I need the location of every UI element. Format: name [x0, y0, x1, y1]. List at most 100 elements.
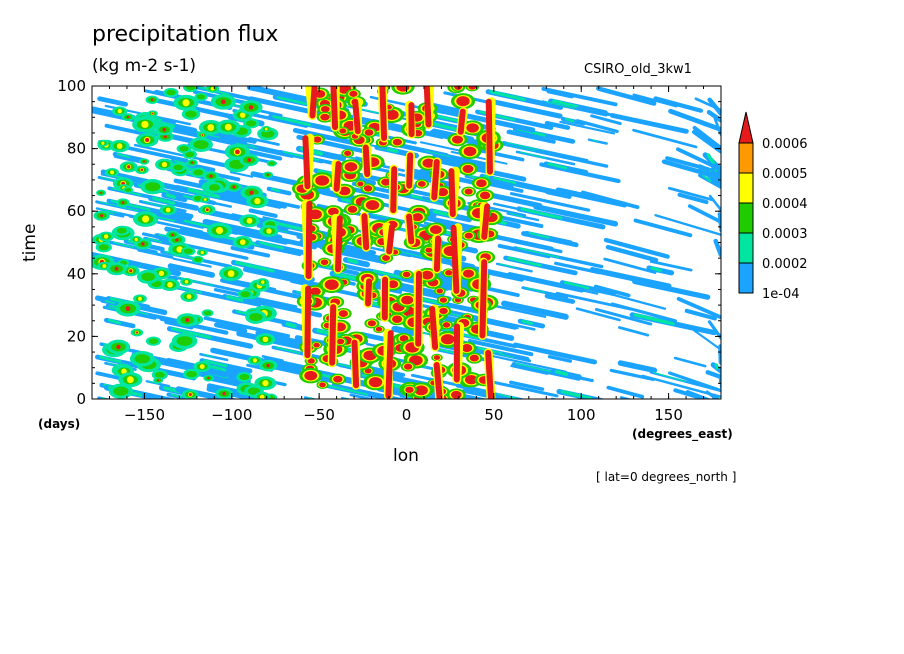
convective-cell-core — [382, 255, 391, 262]
convective-column — [481, 203, 491, 240]
convective-cell-core — [402, 271, 411, 278]
precip-cell-max — [266, 173, 269, 176]
precip-streak — [547, 354, 573, 363]
precip-streak-inner — [493, 176, 517, 185]
precip-streak-inner — [499, 263, 515, 269]
precip-streak — [164, 117, 191, 126]
x-tick-label: −50 — [303, 406, 335, 424]
precip-cell-max — [175, 238, 179, 242]
precip-streak-inner — [235, 260, 275, 273]
precip-cell-max — [222, 392, 226, 396]
precip-streak-inner — [162, 385, 180, 394]
convective-cell-core — [399, 335, 409, 342]
precip-cell-max — [157, 379, 160, 382]
precip-cell-core — [194, 257, 202, 262]
precip-cell-core — [196, 94, 206, 100]
precip-streak — [649, 260, 693, 272]
convective-cell-core — [468, 86, 476, 90]
precip-cell-peak — [167, 281, 173, 288]
convective-column — [457, 108, 466, 135]
east-precip-streak — [618, 326, 650, 337]
convective-column — [485, 98, 493, 175]
convective-cell-core — [338, 310, 348, 318]
precip-cell-max — [171, 233, 174, 237]
convective-cell-core — [436, 288, 443, 294]
convective-cell-core — [454, 86, 462, 90]
convective-cell-core — [433, 355, 441, 360]
convective-cell-core — [437, 188, 449, 197]
convective-cell-core — [344, 162, 358, 172]
convective-cell-core — [414, 385, 428, 396]
convective-cell-core — [425, 247, 433, 253]
colorbar: 1e-04 0.0002 0.0003 0.0004 0.0005 0.0006 — [738, 111, 808, 302]
colorbar-band — [738, 232, 754, 264]
convective-cell-core — [451, 390, 462, 399]
convective-cell-core — [309, 287, 321, 296]
convective-cell-core — [368, 377, 383, 388]
precip-streak-inner — [341, 197, 352, 203]
precip-cell-max — [143, 160, 146, 163]
precip-cell-core — [240, 291, 251, 298]
convective-cell-core — [464, 232, 473, 239]
convective-cell-core — [375, 326, 383, 332]
precip-cell-max — [249, 190, 254, 195]
precip-cell-core — [173, 164, 183, 171]
precip-streak-inner — [554, 369, 569, 377]
precip-cell-peak — [264, 127, 268, 131]
convective-column — [362, 144, 371, 178]
precip-cell-peak — [200, 250, 204, 255]
precip-cell-max — [232, 185, 236, 189]
colorbar-label: 0.0006 — [762, 137, 808, 152]
chart-title: precipitation flux — [92, 22, 279, 47]
convective-cell-core — [381, 178, 391, 186]
precip-streak — [559, 120, 616, 135]
precip-streak-inner — [183, 219, 211, 229]
precip-streak-inner — [270, 187, 281, 193]
convective-cell-core — [338, 186, 351, 196]
convective-column — [304, 285, 312, 359]
precip-streak-inner — [519, 151, 547, 159]
precip-streak — [534, 149, 609, 168]
convective-cell-core — [479, 191, 491, 200]
convective-cell-core — [440, 334, 455, 345]
precip-streak-inner — [498, 353, 514, 358]
precip-cell-core — [98, 244, 109, 251]
east-precip-streak — [673, 321, 721, 336]
convective-cell-core — [392, 315, 403, 323]
y-tick-label: 100 — [57, 77, 86, 95]
convective-column — [433, 235, 442, 273]
east-precip-streak — [676, 147, 721, 172]
precip-streak-inner — [591, 139, 599, 143]
precip-cell-core — [166, 89, 176, 96]
convective-column — [379, 86, 388, 142]
precip-streak-inner — [714, 168, 718, 172]
east-precip-streak — [605, 244, 659, 263]
precip-streak — [708, 194, 721, 212]
east-precip-streak — [706, 109, 721, 123]
precip-streak — [203, 316, 291, 338]
precip-streak-inner — [104, 299, 116, 305]
precip-cell-max — [126, 165, 131, 169]
precip-cell-peak — [210, 86, 215, 91]
precip-streak — [705, 370, 721, 380]
east-precip-streak — [594, 307, 653, 326]
precip-streak-inner — [564, 117, 575, 123]
precip-streak — [707, 320, 721, 340]
precip-streak — [213, 287, 298, 309]
precip-streak — [229, 171, 254, 178]
y-axis-unit: (days) — [38, 417, 81, 431]
precip-cell-peak — [259, 394, 265, 399]
precip-streak — [486, 180, 514, 191]
precip-cell-max — [140, 168, 144, 172]
precip-streak — [242, 267, 332, 290]
precip-cell-peak — [215, 227, 224, 235]
chart-units: (kg m-2 s-1) — [92, 56, 197, 76]
precip-streak-inner — [152, 196, 176, 205]
precip-cell-peak — [262, 336, 269, 343]
precip-streak — [434, 158, 527, 182]
precip-streak-inner — [507, 256, 542, 267]
precip-streak — [303, 396, 319, 399]
convective-column — [361, 213, 370, 251]
precip-streak — [104, 123, 148, 136]
precip-streak-inner — [653, 371, 687, 383]
